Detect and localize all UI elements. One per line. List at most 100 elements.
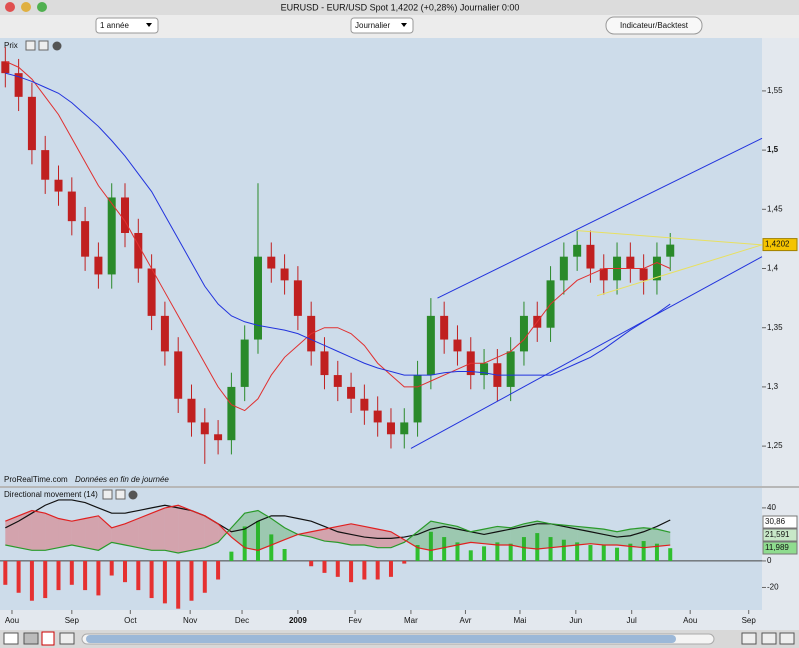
di-fill: [191, 510, 205, 551]
zoom-in-icon[interactable]: [761, 632, 777, 645]
trend-line: [596, 244, 763, 297]
interval-dropdown[interactable]: [350, 17, 414, 34]
y-tick-label: 1,45: [767, 204, 783, 213]
di-fill: [244, 510, 258, 551]
maximize-icon[interactable]: [115, 489, 126, 500]
settings-icon[interactable]: [25, 40, 36, 51]
minimize-button[interactable]: [21, 2, 31, 12]
histogram-bar: [282, 549, 287, 561]
histogram-bar: [468, 550, 473, 561]
interval-label: Journalier: [355, 21, 390, 30]
di-fill: [98, 515, 112, 551]
histogram-bar: [229, 551, 234, 561]
candle-body: [413, 375, 422, 423]
histogram-bar: [16, 560, 21, 593]
close-button[interactable]: [5, 2, 15, 12]
dropdown-arrow: [146, 23, 152, 27]
y-tick-label: 1,35: [767, 323, 783, 332]
y-tick-label: 0: [767, 556, 772, 565]
histogram-bar: [388, 560, 393, 577]
histogram-bar: [176, 560, 181, 609]
di-fill: [204, 515, 219, 548]
y-tick-label: 40: [767, 503, 776, 512]
histogram-bar: [362, 560, 367, 580]
di-fill: [85, 515, 99, 551]
di-fill: [257, 510, 272, 551]
di-fill: [111, 523, 126, 546]
histogram-bar: [96, 560, 101, 596]
candle-body: [519, 315, 528, 352]
di-fill: [523, 521, 538, 549]
candle-body: [227, 386, 236, 441]
histogram-bar: [495, 542, 500, 561]
candle-body: [160, 315, 169, 352]
price-title: Prix: [4, 41, 18, 50]
close-panel-icon[interactable]: [128, 490, 138, 500]
histogram-bar: [83, 560, 88, 591]
histogram-bar: [561, 539, 566, 561]
di-fill: [297, 531, 312, 538]
histogram-bar: [335, 560, 340, 577]
histogram-bar: [162, 560, 167, 604]
candle-body: [586, 244, 595, 269]
histogram-bar: [242, 526, 247, 561]
di-fill: [45, 513, 59, 551]
di-fill: [404, 531, 418, 548]
scrollbar-thumb[interactable]: [86, 635, 676, 643]
candle-body: [27, 96, 36, 151]
di-fill: [417, 521, 431, 551]
zoom-reset-icon[interactable]: [779, 632, 795, 645]
settings-icon[interactable]: [102, 489, 113, 500]
candle-body: [147, 268, 156, 316]
candle-body: [360, 398, 369, 411]
candle-body: [81, 221, 90, 257]
candle-body: [426, 315, 435, 376]
print-icon[interactable]: [23, 632, 39, 645]
candle-body: [134, 232, 143, 269]
histogram-bar: [548, 537, 553, 561]
candle-body: [480, 363, 489, 376]
histogram-bar: [615, 547, 620, 561]
last-price-label: 1,4202: [765, 240, 790, 249]
di-fill: [71, 518, 86, 548]
candle-body: [373, 410, 382, 423]
close-panel-icon[interactable]: [52, 41, 62, 51]
histogram-bar: [442, 537, 447, 561]
x-tick-label: Jun: [569, 616, 582, 625]
candle-body: [453, 339, 462, 352]
histogram-bar: [654, 543, 659, 561]
di-fill: [18, 510, 32, 551]
histogram-bar: [109, 560, 114, 576]
trend-line: [577, 230, 763, 246]
di-fill: [510, 523, 524, 548]
histogram-bar: [415, 545, 420, 561]
candle-body: [666, 244, 675, 257]
zoom-out-icon[interactable]: [741, 632, 757, 645]
indicator-line: [5, 509, 671, 554]
value-box: [762, 541, 798, 555]
histogram-bar: [56, 560, 61, 591]
mail-icon[interactable]: [3, 632, 19, 645]
candle-body: [506, 351, 515, 387]
indicator-button[interactable]: [605, 16, 703, 35]
zoom-button[interactable]: [37, 2, 47, 12]
x-tick-label: Sep: [65, 616, 80, 625]
delete-icon[interactable]: [41, 631, 55, 646]
histogram-bar: [588, 545, 593, 561]
x-tick-label: Mai: [514, 616, 527, 625]
maximize-icon[interactable]: [38, 40, 49, 51]
candle-body: [347, 386, 356, 399]
histogram-bar: [668, 548, 673, 561]
histogram-bar: [641, 541, 646, 561]
last-price-box: [762, 238, 798, 252]
candle-body: [559, 256, 568, 281]
period-dropdown[interactable]: [95, 17, 159, 34]
indicator-line: [5, 499, 671, 539]
histogram-bar: [575, 542, 580, 561]
histogram-bar: [136, 560, 141, 591]
candle-body: [267, 256, 276, 269]
y-tick-label: 1,5: [767, 145, 779, 154]
tool-icon[interactable]: [59, 632, 75, 645]
histogram-bar: [402, 560, 407, 564]
